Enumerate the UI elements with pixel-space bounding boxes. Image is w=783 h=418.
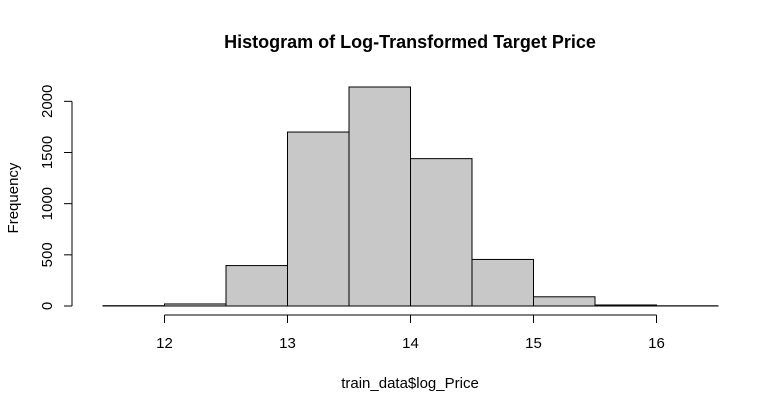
- histogram-bar-4: [349, 87, 411, 306]
- x-tick-label-1: 13: [279, 335, 296, 352]
- bars-group: [103, 87, 718, 306]
- x-axis-label: train_data$log_Price: [341, 375, 479, 392]
- y-tick-label-4: 2000: [39, 85, 56, 118]
- y-tick-label-1: 500: [39, 242, 56, 267]
- histogram-bar-1: [165, 304, 227, 306]
- histogram-bar-8: [595, 305, 657, 306]
- chart-title: Histogram of Log-Transformed Target Pric…: [224, 32, 596, 52]
- histogram-bar-3: [288, 132, 350, 306]
- y-tick-label-0: 0: [39, 302, 56, 310]
- histogram-bar-5: [411, 159, 473, 306]
- y-axis: 0 500 1000 1500 2000: [39, 85, 72, 311]
- histogram-bar-6: [472, 259, 534, 306]
- x-tick-label-3: 15: [525, 335, 542, 352]
- x-axis: 12 13 14 15 16: [156, 315, 665, 352]
- x-tick-label-4: 16: [648, 335, 665, 352]
- y-axis-label: Frequency: [5, 162, 22, 233]
- y-tick-label-2: 1000: [39, 187, 56, 220]
- x-tick-label-0: 12: [156, 335, 173, 352]
- histogram-bar-7: [534, 297, 596, 306]
- x-tick-label-2: 14: [402, 335, 419, 352]
- histogram-bar-2: [226, 266, 288, 306]
- y-tick-label-3: 1500: [39, 136, 56, 169]
